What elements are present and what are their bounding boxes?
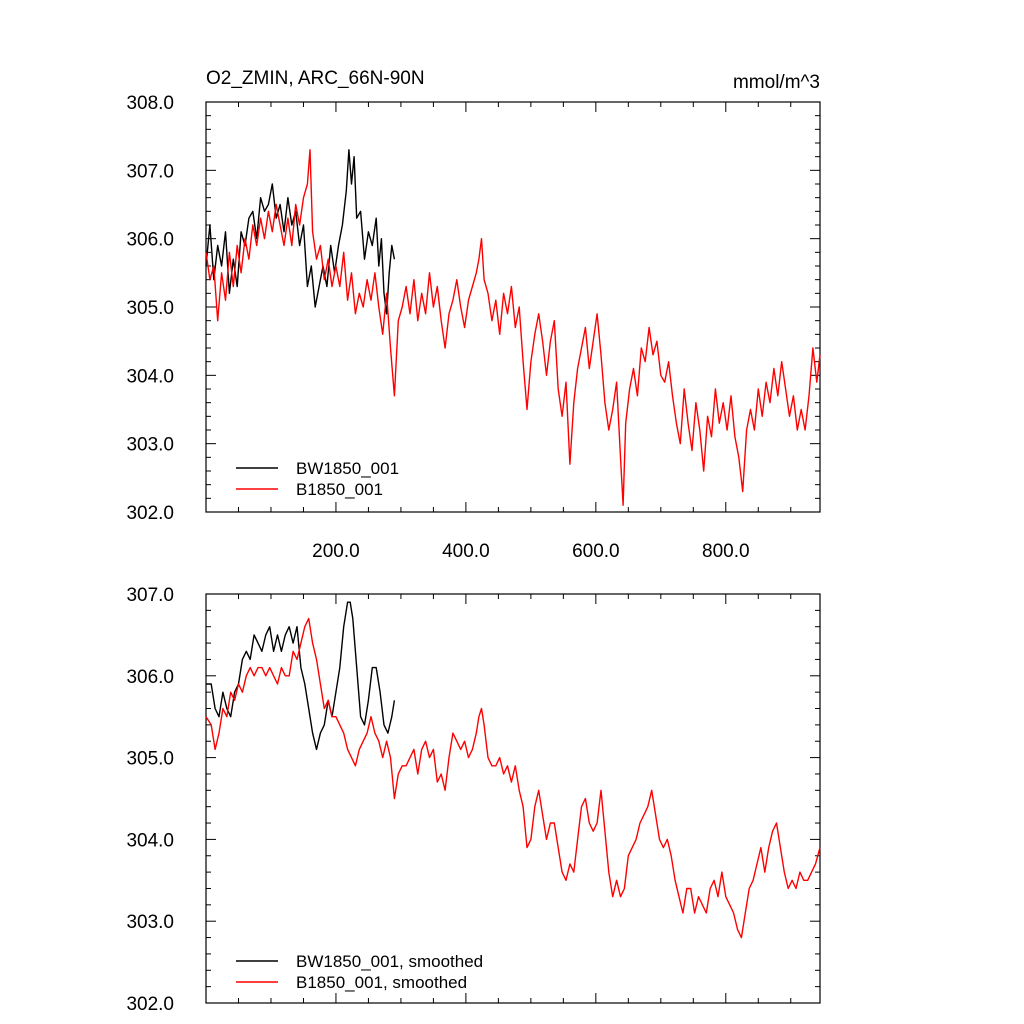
top-series-line-0 (205, 149, 396, 315)
bottom-y-tick-label: 302.0 (126, 994, 174, 1015)
bottom-y-tick-label: 306.0 (126, 667, 174, 688)
bottom-legend-label-0: BW1850_001, smoothed (296, 952, 483, 971)
top-panel-units: mmol/m^3 (733, 72, 820, 93)
top-x-tick-label: 800.0 (702, 541, 750, 562)
bottom-legend-label-1: B1850_001, smoothed (296, 973, 467, 992)
bottom-y-tick-label: 304.0 (126, 830, 174, 851)
top-y-tick-label: 305.0 (126, 298, 174, 319)
bottom-y-tick-label: 305.0 (126, 749, 174, 770)
bottom-y-tick-label: 303.0 (126, 912, 174, 933)
top-y-tick-label: 303.0 (126, 435, 174, 456)
top-legend-label-0: BW1850_001 (296, 459, 399, 478)
top-x-tick-label: 200.0 (312, 541, 360, 562)
bottom-plot-frame (205, 593, 821, 1004)
top-y-tick-label: 308.0 (126, 93, 174, 114)
top-y-tick-label: 307.0 (126, 161, 174, 182)
bottom-series-line-1 (205, 617, 821, 939)
top-x-tick-label: 600.0 (572, 541, 620, 562)
top-y-tick-label: 302.0 (126, 503, 174, 524)
top-x-tick-label: 400.0 (442, 541, 490, 562)
top-y-tick-label: 304.0 (126, 366, 174, 387)
bottom-series-line-0 (206, 601, 396, 751)
top-series-line-1 (205, 149, 821, 506)
top-y-tick-label: 306.0 (126, 230, 174, 251)
bottom-y-tick-label: 307.0 (126, 585, 174, 606)
bottom-panel: 302.0 303.0 304.0 305.0 306.0 307.0 BW1850_001… (126, 585, 821, 1015)
top-legend-label-1: B1850_001 (296, 480, 383, 499)
top-panel-title: O2_ZMIN, ARC_66N-90N (206, 68, 425, 89)
top-panel: O2_ZMIN, ARC_66N-90N mmol/m^3 200.0 400.0… (126, 68, 821, 562)
